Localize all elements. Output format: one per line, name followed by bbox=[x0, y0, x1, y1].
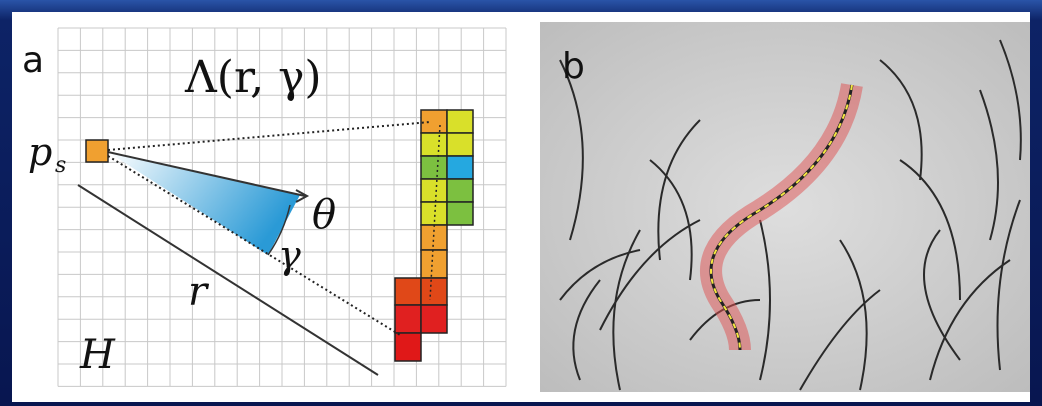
panel-title: Λ(r, γ) bbox=[184, 52, 322, 103]
point-label: p bbox=[28, 130, 52, 174]
histogram-label: H bbox=[79, 332, 116, 378]
width-label: γ bbox=[278, 233, 301, 277]
page: a Λ(r, γ) p s θ γ r H b (() => { const d… bbox=[0, 0, 1042, 406]
point-cell bbox=[86, 140, 108, 162]
radius-label: r bbox=[188, 269, 210, 315]
figure: a Λ(r, γ) p s θ γ r H b bbox=[0, 0, 1042, 406]
point-subscript: s bbox=[55, 153, 66, 178]
panel-label: b bbox=[562, 46, 585, 87]
panel-label: a bbox=[22, 40, 44, 81]
angle-label: θ bbox=[312, 192, 336, 238]
